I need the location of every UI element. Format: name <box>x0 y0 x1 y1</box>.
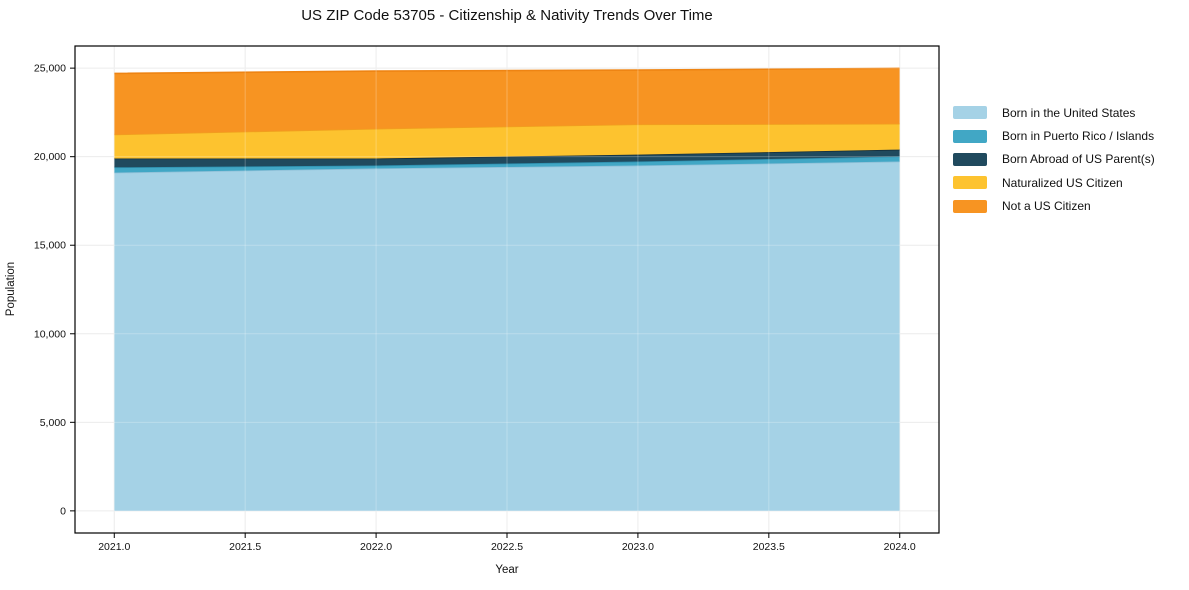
y-tick-label: 0 <box>60 505 66 517</box>
chart-title: US ZIP Code 53705 - Citizenship & Nativi… <box>301 7 713 24</box>
area-series-4 <box>114 68 900 135</box>
y-tick-label: 10,000 <box>34 328 66 340</box>
y-tick-label: 5,000 <box>40 417 66 429</box>
legend-item-3: Naturalized US Citizen <box>953 171 1155 194</box>
y-axis-label: Population <box>5 261 17 317</box>
x-tick-label: 2021.0 <box>98 541 130 553</box>
x-tick-label: 2022.0 <box>360 541 392 553</box>
legend-item-label: Born Abroad of US Parent(s) <box>1002 152 1155 167</box>
area-top-edge-4 <box>114 67 900 75</box>
legend: Born in the United States Born in Puerto … <box>953 101 1155 218</box>
legend-swatch-icon <box>953 199 987 213</box>
x-tick-label: 2023.0 <box>622 541 654 553</box>
legend-item-label: Born in the United States <box>1002 105 1136 120</box>
legend-item-0: Born in the United States <box>953 101 1155 124</box>
x-tick-label: 2024.0 <box>884 541 916 553</box>
x-tick-label: 2021.5 <box>229 541 261 553</box>
legend-item-label: Born in Puerto Rico / Islands <box>1002 129 1155 144</box>
x-tick-label: 2023.5 <box>753 541 785 553</box>
legend-item-4: Not a US Citizen <box>953 195 1155 218</box>
legend-swatch-icon <box>953 176 987 190</box>
area-series-3 <box>114 123 900 159</box>
legend-item-label: Naturalized US Citizen <box>1002 175 1123 190</box>
legend-swatch-icon <box>953 106 987 120</box>
y-tick-label: 15,000 <box>34 240 66 252</box>
legend-item-1: Born in Puerto Rico / Islands <box>953 124 1155 147</box>
legend-item-2: Born Abroad of US Parent(s) <box>953 148 1155 171</box>
legend-swatch-icon <box>953 152 987 166</box>
legend-item-label: Not a US Citizen <box>1002 199 1091 214</box>
x-tick-label: 2022.5 <box>491 541 523 553</box>
area-series-0 <box>114 161 900 511</box>
y-tick-label: 25,000 <box>34 63 66 75</box>
y-tick-label: 20,000 <box>34 151 66 163</box>
x-axis-label: Year <box>495 564 519 576</box>
legend-swatch-icon <box>953 129 987 143</box>
